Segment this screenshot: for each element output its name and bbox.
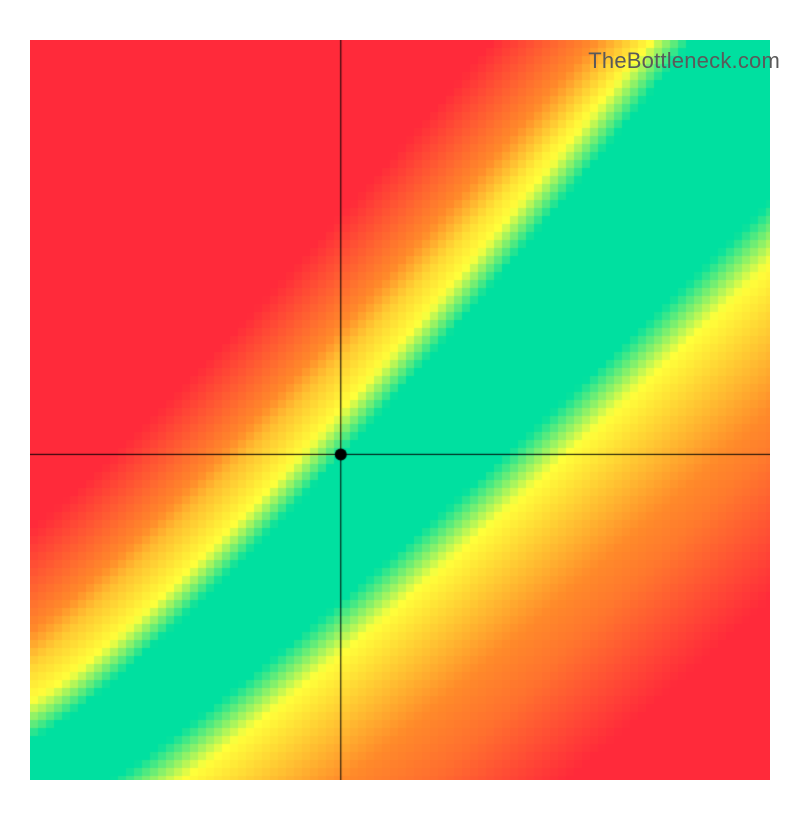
watermark-text: TheBottleneck.com [588, 48, 780, 74]
heatmap-chart [30, 40, 770, 780]
